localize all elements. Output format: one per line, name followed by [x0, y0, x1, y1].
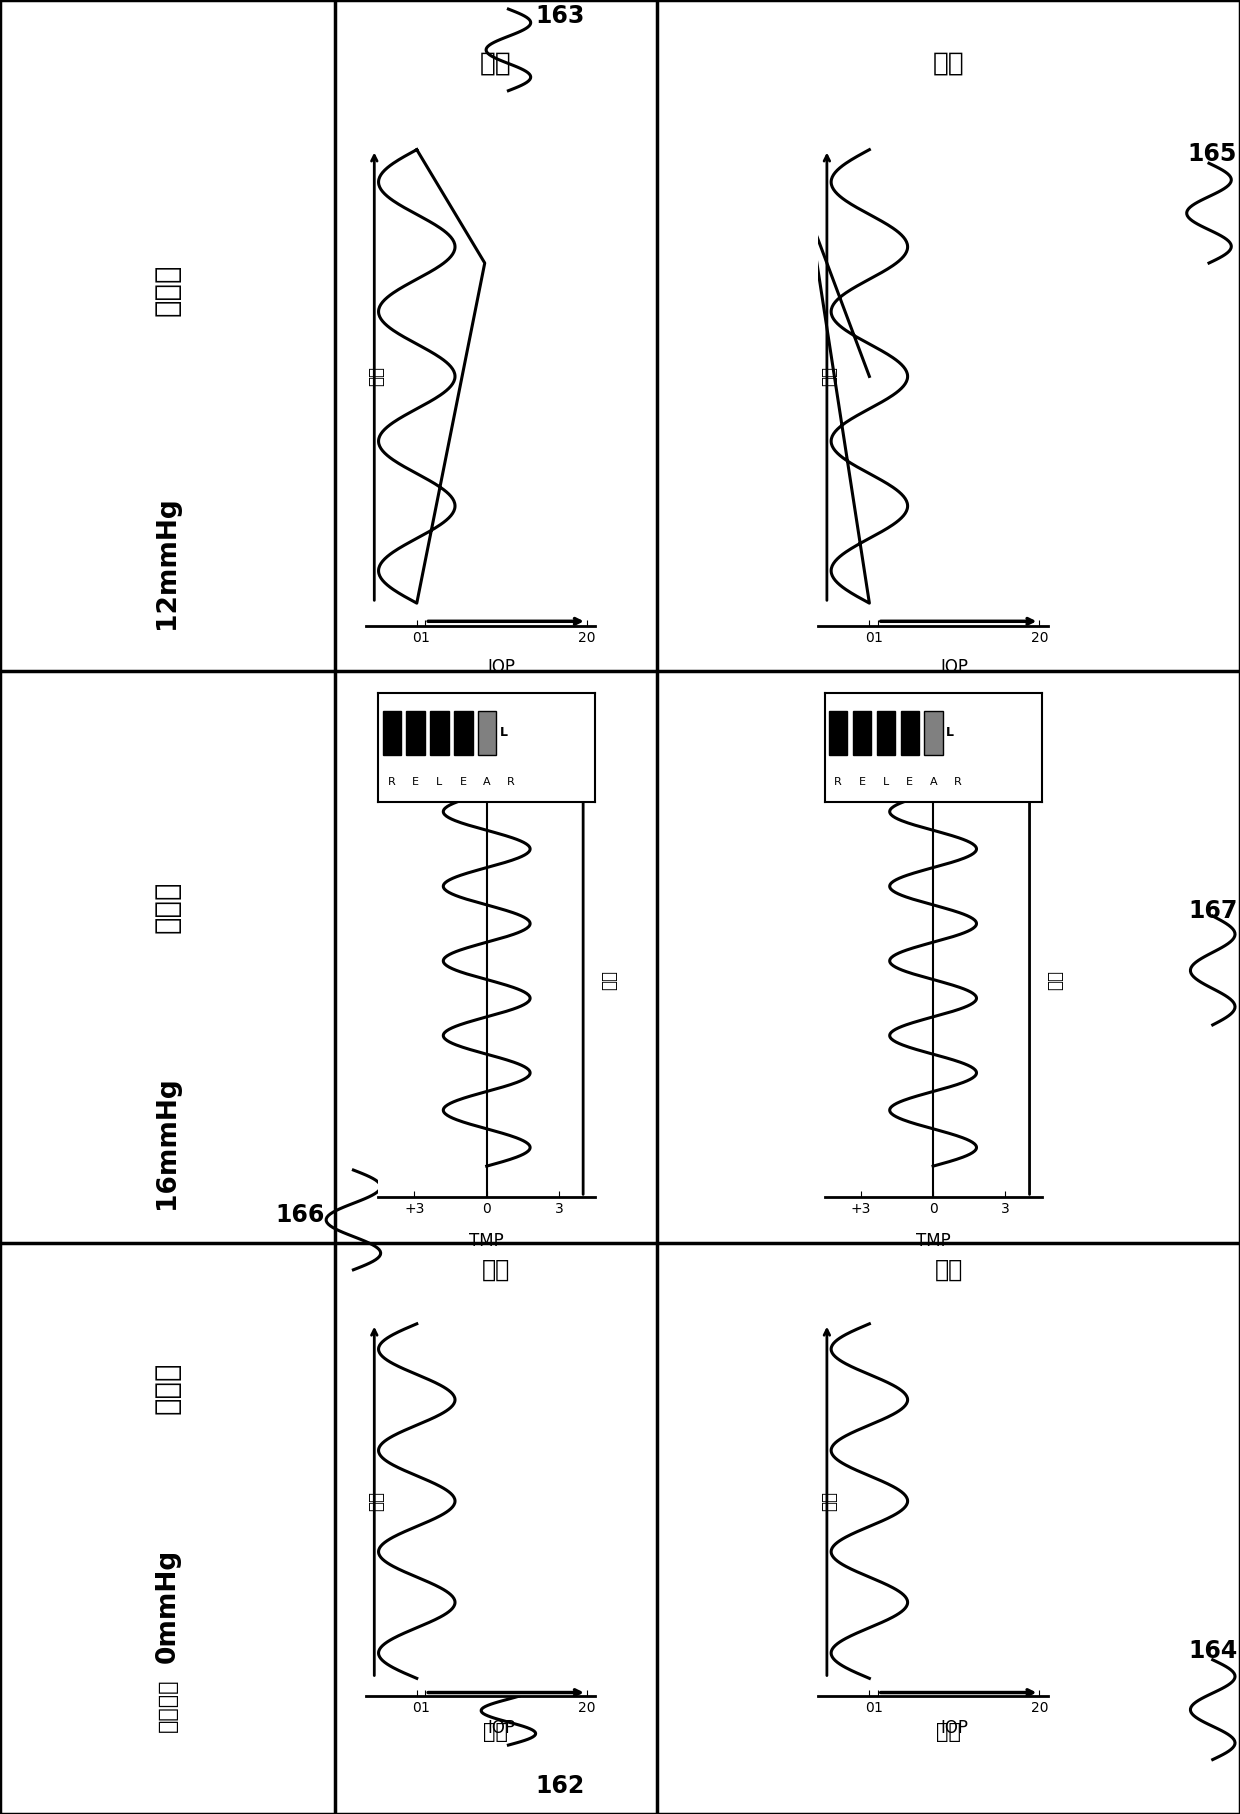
- Text: R: R: [835, 776, 842, 787]
- Text: 眼者: 眼者: [935, 1257, 962, 1282]
- Text: 时间: 时间: [600, 969, 618, 990]
- Bar: [382, 711, 401, 755]
- Text: 大气的: 大气的: [154, 1362, 181, 1413]
- Text: IOP: IOP: [940, 1720, 968, 1738]
- Bar: [877, 711, 895, 755]
- Text: 162: 162: [536, 1774, 585, 1798]
- Bar: [925, 711, 942, 755]
- Text: 眼者: 眼者: [936, 1721, 961, 1743]
- Text: R: R: [954, 776, 961, 787]
- Text: L: L: [500, 726, 507, 740]
- Text: L: L: [883, 776, 889, 787]
- Text: 167: 167: [1188, 898, 1238, 923]
- Text: A: A: [930, 776, 937, 787]
- Text: L: L: [946, 726, 954, 740]
- Text: 眼回: 眼回: [482, 1257, 510, 1282]
- Bar: [900, 711, 919, 755]
- Text: TMP: TMP: [915, 1232, 951, 1250]
- Text: 时间: 时间: [367, 366, 386, 386]
- Text: R: R: [507, 776, 515, 787]
- Text: 163: 163: [536, 4, 585, 27]
- Text: 颅内的: 颅内的: [154, 265, 181, 316]
- Text: 眼回: 眼回: [480, 51, 512, 76]
- Text: 时间: 时间: [1047, 969, 1064, 990]
- Text: L: L: [436, 776, 443, 787]
- Bar: [407, 711, 425, 755]
- Text: A: A: [484, 776, 491, 787]
- Text: 眼者: 眼者: [932, 51, 965, 76]
- Text: IOP: IOP: [487, 1720, 516, 1738]
- Text: TMP: TMP: [469, 1232, 505, 1250]
- Text: 164: 164: [1188, 1638, 1238, 1663]
- Text: 166: 166: [275, 1203, 325, 1228]
- Text: 0mmHg: 0mmHg: [155, 1549, 180, 1662]
- Text: IOP: IOP: [940, 658, 968, 675]
- Bar: [830, 711, 847, 755]
- Bar: [479, 711, 496, 755]
- Text: E: E: [906, 776, 913, 787]
- Text: 16mmHg: 16mmHg: [155, 1076, 180, 1210]
- Text: IOP: IOP: [487, 658, 516, 675]
- Text: E: E: [412, 776, 419, 787]
- Text: 眼内的: 眼内的: [154, 882, 181, 932]
- Text: 165: 165: [1187, 141, 1236, 167]
- Text: 牛王坏叶: 牛王坏叶: [157, 1678, 177, 1732]
- Text: 眼回: 眼回: [484, 1721, 508, 1743]
- Text: 时间: 时间: [367, 1491, 386, 1511]
- Text: 时间: 时间: [820, 1491, 838, 1511]
- Text: R: R: [388, 776, 396, 787]
- Bar: [454, 711, 472, 755]
- Text: E: E: [460, 776, 466, 787]
- Text: 12mmHg: 12mmHg: [155, 495, 180, 629]
- Bar: [430, 711, 449, 755]
- Bar: [853, 711, 872, 755]
- Text: 时间: 时间: [820, 366, 838, 386]
- Text: E: E: [858, 776, 866, 787]
